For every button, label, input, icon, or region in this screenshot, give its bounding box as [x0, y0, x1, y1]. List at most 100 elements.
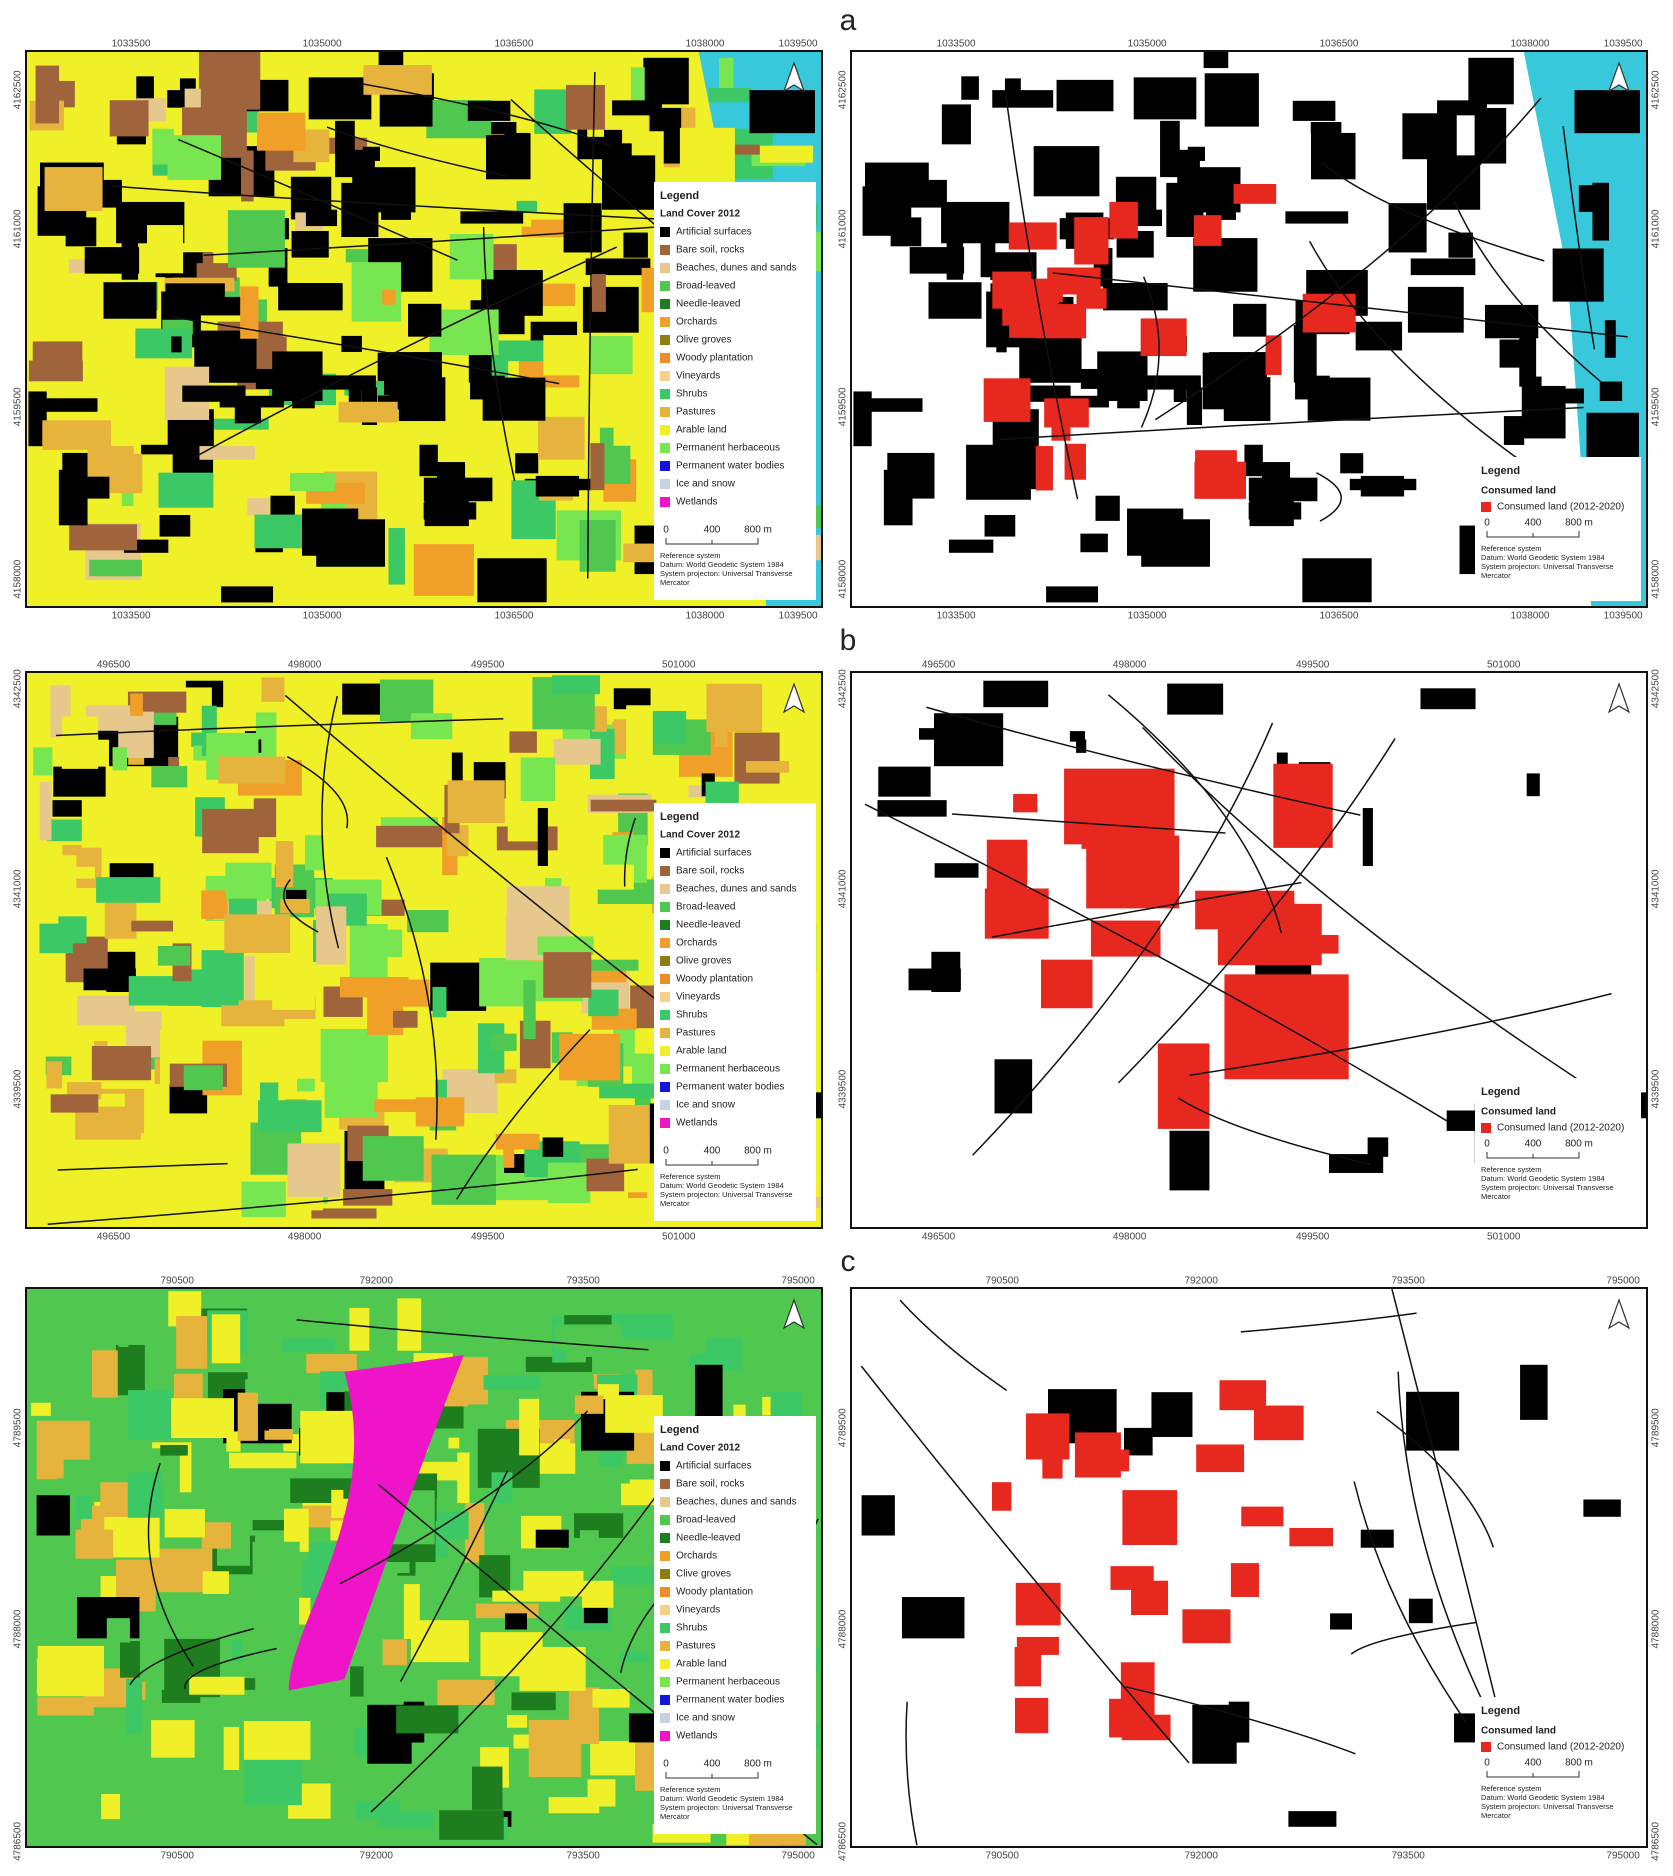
land-patch — [1599, 381, 1623, 401]
land-patch — [515, 453, 539, 474]
legend-title: Legend — [660, 190, 699, 202]
land-patch — [483, 340, 551, 362]
legend-label: Olive groves — [676, 335, 732, 346]
land-patch — [734, 732, 780, 784]
land-patch — [451, 752, 463, 784]
land-patch — [227, 210, 285, 268]
reference-text: Datum: World Geodetic System 1984 — [660, 560, 784, 569]
land-patch — [1208, 352, 1267, 395]
land-patch — [109, 863, 154, 878]
consumed-patch — [1157, 1043, 1210, 1129]
x-tick-label: 1035000 — [1128, 39, 1167, 50]
land-patch — [308, 77, 372, 120]
land-patch — [189, 1676, 245, 1695]
land-patch — [103, 282, 157, 319]
land-patch — [520, 757, 556, 802]
road — [1321, 162, 1545, 262]
x-tick-label: 792000 — [360, 1851, 394, 1862]
scale-bar — [665, 1772, 759, 1779]
map-frame — [25, 671, 823, 1229]
legend-swatch — [660, 1677, 670, 1687]
road — [860, 1365, 1190, 1764]
road — [1316, 472, 1342, 522]
land-patch — [624, 1198, 649, 1228]
x-tick-label: 1039500 — [1604, 39, 1643, 50]
road — [951, 813, 1226, 834]
consumed-patch — [1122, 1490, 1178, 1545]
land-patch — [941, 104, 971, 145]
reference-text: Reference system — [1481, 544, 1541, 553]
land-patch — [349, 924, 388, 984]
land-patch — [338, 401, 398, 423]
legend-swatch — [660, 902, 670, 912]
legend-label: Consumed land (2012-2020) — [1497, 1742, 1624, 1753]
land-patch — [477, 558, 547, 603]
land-patch — [176, 1316, 208, 1369]
land-patch — [196, 263, 237, 281]
map-raster — [850, 671, 1648, 1229]
land-patch — [244, 956, 255, 1016]
land-patch — [1340, 453, 1364, 474]
consumed-patch — [1140, 318, 1187, 357]
land-patch — [42, 420, 112, 450]
land-patch — [243, 1721, 311, 1760]
land-patch — [431, 1154, 496, 1205]
land-patch — [554, 1324, 622, 1350]
land-patch — [264, 1429, 293, 1440]
land-patch — [983, 680, 1049, 708]
map-frame — [850, 1287, 1648, 1848]
x-tick-label: 498000 — [1113, 660, 1147, 671]
land-patch — [223, 1726, 240, 1770]
legend-label: Woody plantation — [676, 974, 753, 985]
land-patch — [275, 841, 294, 888]
land-patch — [253, 798, 277, 838]
legend-swatch — [660, 992, 670, 1002]
x-tick-label: 1039500 — [1604, 611, 1643, 622]
land-patch — [1586, 412, 1639, 464]
legend-title: Legend — [1481, 1086, 1520, 1098]
land-patch — [551, 675, 600, 695]
land-patch — [39, 781, 52, 841]
x-tick-label: 1033500 — [112, 39, 151, 50]
x-tick-label: 795000 — [781, 1851, 815, 1862]
legend-swatch — [660, 1479, 670, 1489]
legend-swatch — [660, 245, 670, 255]
y-tick-label: 4339500 — [13, 1069, 24, 1108]
land-patch — [69, 524, 138, 551]
land-patch — [1295, 375, 1330, 400]
legend-swatch — [660, 425, 670, 435]
road — [926, 706, 1361, 816]
consumed-patch — [1233, 183, 1277, 204]
land-patch — [590, 799, 657, 812]
legend-label: Consumed land (2012-2020) — [1497, 502, 1624, 513]
land-patch — [51, 1161, 99, 1197]
road — [1376, 1410, 1495, 1548]
legend-label: Wetlands — [676, 1118, 718, 1129]
x-tick-label: 795000 — [1606, 1276, 1640, 1287]
land-patch — [37, 1697, 94, 1716]
reference-text: Datum: World Geodetic System 1984 — [1481, 1793, 1605, 1802]
map-frame — [850, 50, 1648, 608]
x-tick-label: 499500 — [1296, 660, 1330, 671]
land-patch — [252, 1541, 300, 1594]
land-patch — [708, 88, 752, 103]
road — [47, 1168, 638, 1225]
land-patch — [115, 1344, 145, 1396]
land-patch — [1407, 286, 1464, 333]
consumed-patch — [1015, 1582, 1061, 1626]
land-patch — [101, 1793, 121, 1820]
land-patch — [928, 282, 982, 319]
land-patch — [199, 446, 256, 460]
road — [1353, 1481, 1467, 1723]
legend-swatch — [660, 1659, 670, 1669]
land-patch — [537, 936, 594, 956]
north-arrow — [1607, 682, 1631, 714]
reference-text: Reference system — [1481, 1165, 1541, 1174]
legend-swatch — [1481, 1123, 1491, 1133]
land-patch — [705, 781, 739, 805]
road — [296, 1319, 649, 1351]
land-patch — [126, 1678, 143, 1735]
legend-swatch — [660, 1497, 670, 1507]
legend-title: Legend — [1481, 465, 1520, 477]
legend-swatch — [660, 884, 670, 894]
